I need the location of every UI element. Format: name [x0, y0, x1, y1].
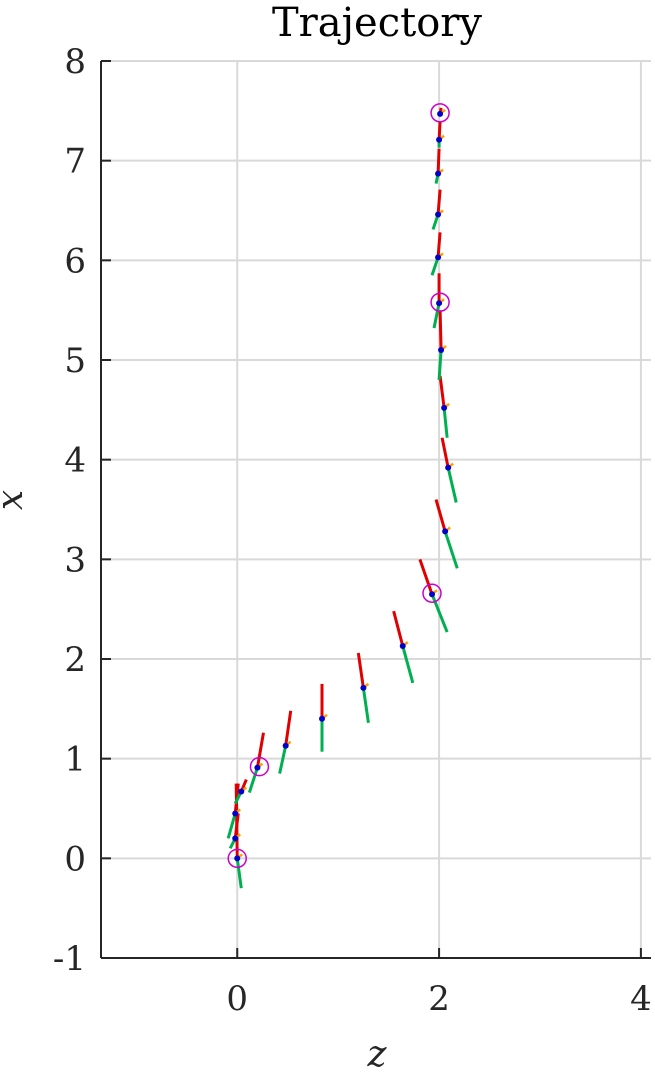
pose-point: [399, 643, 406, 650]
pose-red-axis: [255, 732, 265, 768]
y-tick-label: 5: [64, 341, 86, 381]
pose-green-axis: [247, 767, 259, 794]
pose-point: [282, 742, 289, 749]
pose-red-axis: [284, 710, 293, 746]
pose-red-axis: [434, 499, 447, 532]
pose-point: [429, 591, 436, 598]
pose-point: [360, 684, 367, 691]
keyframe-circle: [430, 103, 450, 123]
pose-red-axis: [436, 232, 442, 258]
pose-point: [254, 764, 261, 771]
pose-red-axis: [440, 437, 450, 468]
pose-point: [436, 136, 443, 143]
pose-point: [441, 404, 448, 411]
pose-point: [437, 110, 444, 117]
y-tick-label: 2: [64, 640, 86, 680]
x-tick-label: 4: [630, 979, 652, 1019]
pose-point: [438, 347, 445, 354]
y-tick-label: 7: [64, 142, 86, 182]
pose-marks: [226, 103, 459, 889]
pose-point: [435, 211, 442, 218]
pose-green-axis: [443, 530, 459, 569]
pose-green-axis: [235, 858, 243, 889]
tick-labels: -1 0 1 2 3 4 5 6 7 8 0 2 4: [53, 42, 652, 1019]
pose-point: [238, 788, 245, 795]
pose-point: [435, 254, 442, 261]
pose-red-axis: [436, 148, 441, 174]
x-axis-label: z: [367, 1034, 388, 1073]
pose-point: [232, 810, 239, 817]
pose-point: [435, 170, 442, 177]
pose-red-axis: [436, 189, 442, 215]
x-tick-label: 2: [428, 979, 450, 1019]
keyframe-circle: [249, 756, 270, 777]
chart-title: Trajectory: [272, 0, 482, 46]
y-tick-label: 3: [64, 540, 86, 580]
pose-green-axis: [437, 349, 443, 381]
pose-point: [436, 300, 443, 307]
x-tick-label: 0: [226, 979, 248, 1019]
pose-green-axis: [430, 256, 440, 276]
pose-green-axis: [278, 745, 288, 774]
pose-point: [319, 715, 326, 722]
y-tick-label: 8: [64, 42, 86, 82]
y-tick-label: 4: [64, 441, 86, 481]
pose-green-axis: [401, 645, 415, 684]
pose-green-axis: [446, 467, 458, 503]
y-axis-label: x: [0, 490, 31, 510]
pose-green-axis: [361, 687, 370, 724]
pose-red-axis: [418, 558, 434, 595]
pose-red-axis: [392, 610, 405, 647]
keyframe-circle: [227, 848, 247, 869]
pose-green-axis: [442, 407, 449, 438]
y-tick-label: 1: [64, 740, 86, 780]
pose-red-axis: [438, 310, 443, 351]
grid-lines: [101, 60, 651, 959]
pose-point: [445, 464, 452, 471]
axes-frame: [100, 60, 651, 959]
keyframe-circle: [422, 583, 442, 603]
pose-point: [442, 528, 449, 535]
pose-green-axis: [430, 593, 449, 633]
pose-red-axis: [438, 375, 446, 409]
keyframe-circle: [430, 292, 450, 312]
pose-red-axis: [356, 652, 365, 689]
pose-green-axis: [226, 813, 237, 839]
pose-green-axis: [432, 302, 441, 329]
pose-red-axis: [233, 813, 240, 839]
y-tick-label: -1: [53, 939, 86, 979]
y-tick-label: 0: [64, 839, 86, 879]
y-tick-label: 6: [64, 241, 86, 281]
pose-point: [232, 835, 239, 842]
pose-point: [234, 855, 241, 862]
